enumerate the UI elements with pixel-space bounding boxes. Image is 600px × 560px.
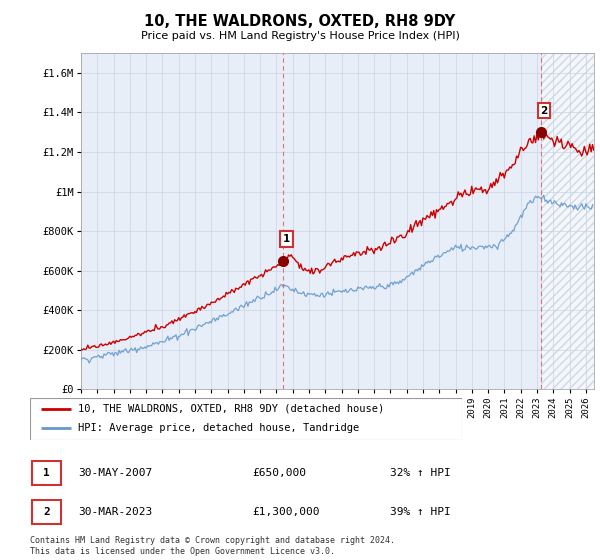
Text: 30-MAY-2007: 30-MAY-2007 <box>78 468 152 478</box>
Text: 2: 2 <box>43 507 50 517</box>
Text: 10, THE WALDRONS, OXTED, RH8 9DY (detached house): 10, THE WALDRONS, OXTED, RH8 9DY (detach… <box>77 404 384 414</box>
Text: 32% ↑ HPI: 32% ↑ HPI <box>390 468 451 478</box>
Text: Contains HM Land Registry data © Crown copyright and database right 2024.
This d: Contains HM Land Registry data © Crown c… <box>30 536 395 556</box>
Text: 1: 1 <box>43 468 50 478</box>
Text: Price paid vs. HM Land Registry's House Price Index (HPI): Price paid vs. HM Land Registry's House … <box>140 31 460 41</box>
Text: 10, THE WALDRONS, OXTED, RH8 9DY: 10, THE WALDRONS, OXTED, RH8 9DY <box>145 14 455 29</box>
Text: 39% ↑ HPI: 39% ↑ HPI <box>390 507 451 517</box>
Text: £1,300,000: £1,300,000 <box>252 507 320 517</box>
Text: 30-MAR-2023: 30-MAR-2023 <box>78 507 152 517</box>
Text: 1: 1 <box>283 234 290 244</box>
Bar <box>541 53 600 389</box>
Text: £650,000: £650,000 <box>252 468 306 478</box>
Text: HPI: Average price, detached house, Tandridge: HPI: Average price, detached house, Tand… <box>77 423 359 433</box>
Text: 2: 2 <box>541 105 548 115</box>
